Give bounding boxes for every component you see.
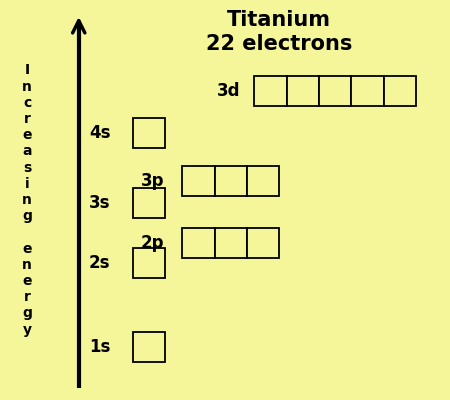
Bar [384, 76, 416, 106]
Bar [215, 228, 247, 258]
Text: Titanium: Titanium [227, 10, 331, 30]
Bar [133, 248, 165, 278]
Bar [182, 166, 215, 196]
Text: 4s: 4s [89, 124, 110, 142]
Bar [182, 228, 215, 258]
Bar [215, 166, 247, 196]
Bar [351, 76, 384, 106]
Bar [319, 76, 351, 106]
Bar [247, 166, 279, 196]
Bar [133, 332, 165, 362]
Text: 2p: 2p [141, 234, 164, 252]
Text: 3s: 3s [89, 194, 110, 212]
Bar [133, 188, 165, 218]
Text: 3d: 3d [217, 82, 241, 100]
Text: 1s: 1s [89, 338, 110, 356]
Text: I
n
c
r
e
a
s
i
n
g
 
e
n
e
r
g
y: I n c r e a s i n g e n e r g y [22, 64, 32, 336]
Bar [247, 228, 279, 258]
Bar [133, 118, 165, 148]
Text: 3p: 3p [141, 172, 164, 190]
Bar [254, 76, 287, 106]
Text: 22 electrons: 22 electrons [206, 34, 352, 54]
Bar [287, 76, 319, 106]
Text: 2s: 2s [89, 254, 110, 272]
